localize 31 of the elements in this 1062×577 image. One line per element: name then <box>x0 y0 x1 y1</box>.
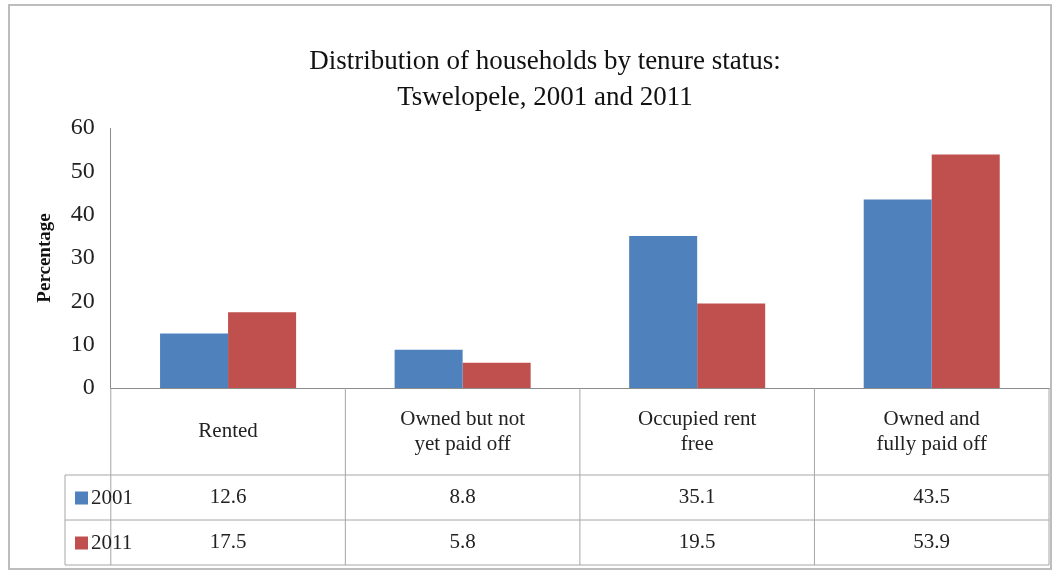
x-tick-label: Rented <box>198 418 259 443</box>
bar <box>697 303 766 388</box>
y-tick-label: 50 <box>70 156 95 183</box>
bar <box>394 349 463 388</box>
data-label: 5.8 <box>449 529 476 554</box>
y-tick-label: 10 <box>70 329 95 356</box>
x-tick-label: Owned but not yet paid off <box>400 405 526 455</box>
data-label: 35.1 <box>678 484 716 509</box>
y-tick-label: 20 <box>70 286 95 313</box>
bar <box>629 235 698 388</box>
data-label: 43.5 <box>913 484 951 509</box>
x-tick-label: Owned and fully paid off <box>876 405 987 455</box>
bar <box>863 199 932 388</box>
data-label: 17.5 <box>209 529 247 554</box>
bar <box>931 154 1000 388</box>
data-label: 19.5 <box>678 529 716 554</box>
y-tick-label: 0 <box>82 373 95 400</box>
legend-label: 2001 <box>91 485 133 510</box>
data-label: 53.9 <box>913 529 951 554</box>
y-tick-label: 30 <box>70 243 95 270</box>
bar <box>160 333 229 388</box>
y-tick-label: 40 <box>70 199 95 226</box>
x-tick-label: Occupied rent free <box>637 405 757 455</box>
chart-title: Distribution of households by tenure status: Tswelopele, 2001 and 2011 <box>309 45 781 112</box>
legend-label: 2011 <box>91 530 133 555</box>
bar <box>462 362 531 388</box>
data-label: 12.6 <box>209 484 247 509</box>
data-label: 8.8 <box>449 484 476 509</box>
y-tick-label: 60 <box>70 113 95 140</box>
bar <box>228 312 297 388</box>
y-axis-title: Percentage <box>33 213 55 303</box>
